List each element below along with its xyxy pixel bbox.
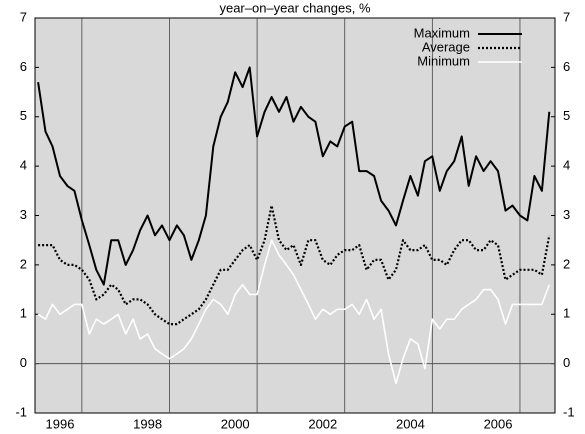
y-tick-label: 5 (20, 108, 27, 123)
legend-label: Maximum (414, 25, 470, 40)
y2-tick-label: 6 (563, 59, 570, 74)
x-tick-label: 2000 (221, 416, 250, 431)
y2-tick-label: 3 (563, 207, 570, 222)
y-tick-label: 4 (20, 158, 27, 173)
y2-tick-label: 2 (563, 256, 570, 271)
series-line (37, 239, 551, 385)
chart-title: year–on–year changes, % (219, 0, 370, 15)
y2-tick-label: 5 (563, 108, 570, 123)
y2-tick-label: 1 (563, 306, 570, 321)
y2-tick-label: -1 (563, 404, 575, 419)
y-tick-label: 7 (20, 9, 27, 24)
y-tick-label: 1 (20, 306, 27, 321)
series-line (37, 66, 551, 286)
y2-tick-label: 4 (563, 158, 570, 173)
y-tick-label: 2 (20, 256, 27, 271)
y-tick-label: 3 (20, 207, 27, 222)
legend-label: Average (422, 39, 470, 54)
x-tick-label: 1998 (133, 416, 162, 431)
plot-area (34, 17, 556, 414)
x-tick-label: 1996 (46, 416, 75, 431)
y-tick-label: 0 (20, 355, 27, 370)
y-tick-label: 6 (20, 59, 27, 74)
x-tick-label: 2002 (308, 416, 337, 431)
x-tick-label: 2006 (484, 416, 513, 431)
x-tick-label: 2004 (396, 416, 425, 431)
legend-label: Minimum (417, 53, 470, 68)
y2-tick-label: 7 (563, 9, 570, 24)
y-tick-label: -1 (15, 404, 27, 419)
y2-tick-label: 0 (563, 355, 570, 370)
